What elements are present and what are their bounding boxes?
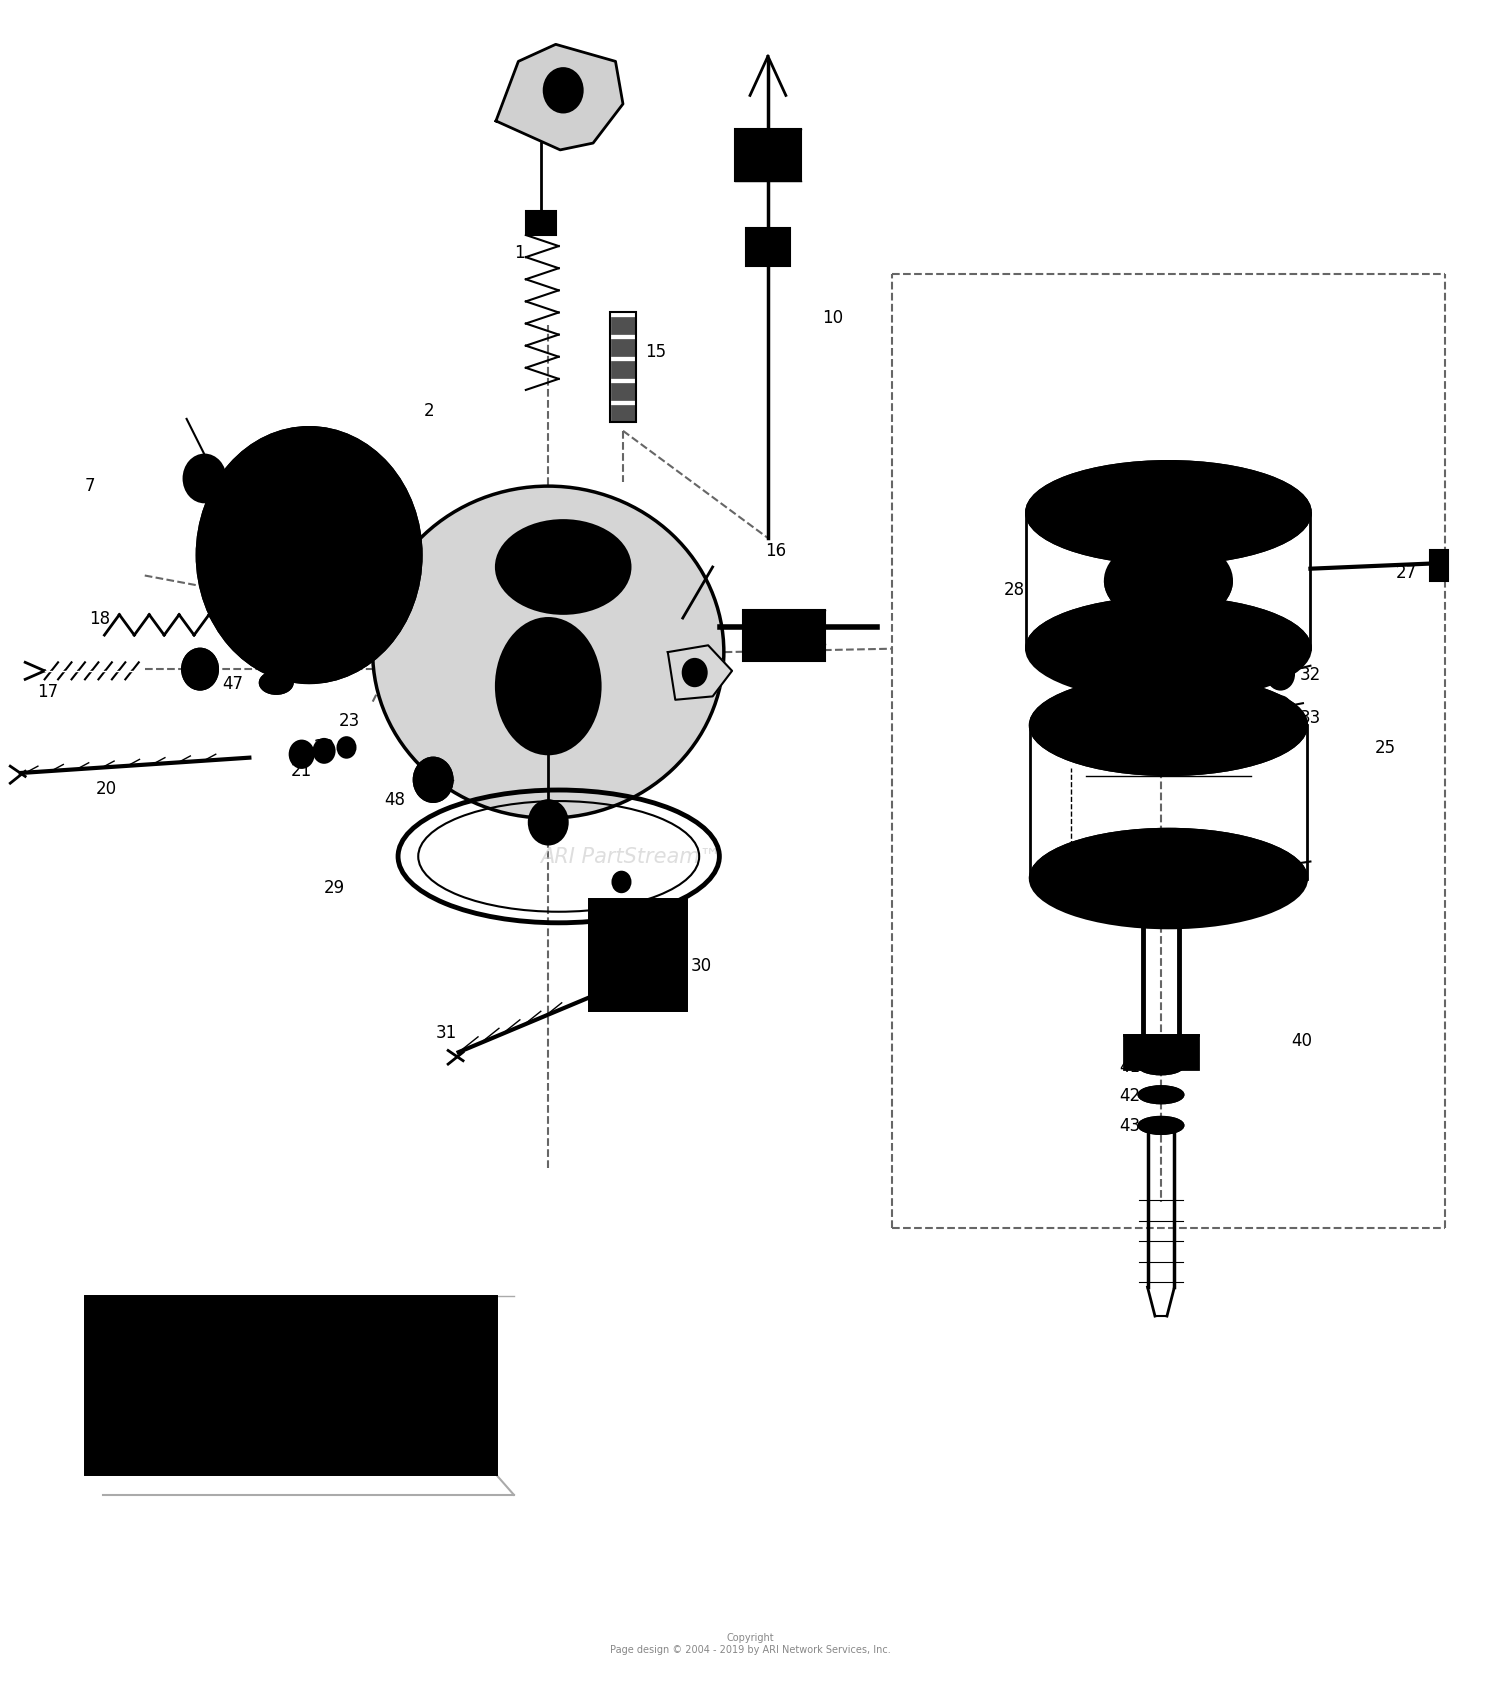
Text: 27: 27 bbox=[1395, 563, 1416, 582]
Circle shape bbox=[290, 741, 314, 768]
Bar bbox=[588, 900, 686, 1011]
Ellipse shape bbox=[1138, 1116, 1184, 1133]
Ellipse shape bbox=[1101, 490, 1236, 538]
Ellipse shape bbox=[268, 678, 284, 688]
Bar bbox=[526, 212, 555, 236]
Bar bbox=[735, 130, 801, 181]
Ellipse shape bbox=[496, 618, 600, 754]
Text: 60: 60 bbox=[254, 1420, 274, 1437]
Bar bbox=[610, 318, 634, 335]
Text: 6: 6 bbox=[237, 572, 248, 591]
Text: 1: 1 bbox=[514, 244, 525, 261]
Ellipse shape bbox=[1026, 463, 1311, 565]
Circle shape bbox=[414, 758, 453, 802]
Bar bbox=[610, 340, 634, 357]
Circle shape bbox=[682, 659, 706, 686]
Bar bbox=[610, 362, 634, 379]
Polygon shape bbox=[496, 46, 622, 150]
Text: 16: 16 bbox=[765, 541, 786, 560]
Circle shape bbox=[272, 514, 346, 597]
Circle shape bbox=[1275, 667, 1287, 681]
Circle shape bbox=[555, 82, 570, 99]
Text: 15: 15 bbox=[645, 343, 666, 360]
Circle shape bbox=[338, 737, 356, 758]
Bar bbox=[86, 1296, 497, 1475]
Bar bbox=[746, 229, 790, 266]
Text: REPAIR  KIT: REPAIR KIT bbox=[222, 1366, 358, 1386]
Circle shape bbox=[196, 428, 422, 683]
Circle shape bbox=[297, 543, 321, 570]
Text: 14: 14 bbox=[702, 669, 723, 688]
Text: 17: 17 bbox=[38, 683, 58, 702]
Bar bbox=[742, 609, 825, 661]
Circle shape bbox=[1270, 696, 1292, 720]
Bar bbox=[588, 900, 686, 1011]
Text: 22: 22 bbox=[314, 737, 334, 754]
Ellipse shape bbox=[496, 521, 630, 615]
Text: 44: 44 bbox=[1094, 879, 1114, 896]
Text: 41: 41 bbox=[1119, 1057, 1140, 1075]
Circle shape bbox=[612, 912, 630, 932]
Bar bbox=[609, 312, 636, 423]
Bar bbox=[86, 1296, 497, 1475]
Text: 21: 21 bbox=[291, 761, 312, 778]
Text: 48: 48 bbox=[384, 790, 405, 807]
Text: ARI PartStream™: ARI PartStream™ bbox=[540, 847, 720, 867]
Text: 10: 10 bbox=[822, 309, 843, 326]
Bar bbox=[1124, 1036, 1198, 1070]
Polygon shape bbox=[668, 645, 732, 700]
Text: 47: 47 bbox=[222, 674, 243, 693]
Circle shape bbox=[544, 68, 582, 113]
Circle shape bbox=[1268, 852, 1294, 883]
Text: 18: 18 bbox=[90, 609, 111, 628]
Text: 31: 31 bbox=[436, 1022, 457, 1041]
Text: 28: 28 bbox=[1004, 580, 1025, 599]
Ellipse shape bbox=[260, 673, 292, 695]
Circle shape bbox=[183, 456, 225, 504]
Text: 25: 25 bbox=[1374, 739, 1396, 756]
Circle shape bbox=[195, 469, 213, 490]
Ellipse shape bbox=[1030, 830, 1306, 929]
Ellipse shape bbox=[372, 486, 724, 819]
Text: 43: 43 bbox=[1119, 1116, 1140, 1135]
Circle shape bbox=[366, 522, 402, 563]
Circle shape bbox=[182, 649, 218, 690]
Bar bbox=[610, 384, 634, 401]
Text: 23: 23 bbox=[339, 712, 360, 731]
Ellipse shape bbox=[1136, 864, 1186, 884]
Ellipse shape bbox=[1138, 1058, 1184, 1075]
Text: 33: 33 bbox=[1300, 708, 1322, 727]
Ellipse shape bbox=[1026, 597, 1311, 700]
Ellipse shape bbox=[1138, 1087, 1184, 1104]
Text: 20: 20 bbox=[96, 780, 117, 797]
Circle shape bbox=[1268, 659, 1294, 690]
Text: 40: 40 bbox=[1292, 1031, 1312, 1050]
Text: 32: 32 bbox=[1300, 666, 1322, 685]
Text: 29: 29 bbox=[324, 879, 345, 896]
Text: Copyright
Page design © 2004 - 2019 by ARI Network Services, Inc.: Copyright Page design © 2004 - 2019 by A… bbox=[609, 1632, 891, 1654]
Ellipse shape bbox=[1030, 676, 1306, 775]
Ellipse shape bbox=[1116, 857, 1206, 891]
Bar bbox=[610, 406, 634, 423]
Text: 30: 30 bbox=[690, 958, 711, 975]
Text: 42: 42 bbox=[1119, 1086, 1140, 1104]
Circle shape bbox=[530, 801, 567, 845]
Bar bbox=[1430, 551, 1448, 582]
Circle shape bbox=[612, 872, 630, 893]
Circle shape bbox=[314, 739, 334, 763]
Text: 2: 2 bbox=[424, 403, 435, 420]
Ellipse shape bbox=[1106, 539, 1232, 623]
Text: 7: 7 bbox=[86, 476, 96, 495]
